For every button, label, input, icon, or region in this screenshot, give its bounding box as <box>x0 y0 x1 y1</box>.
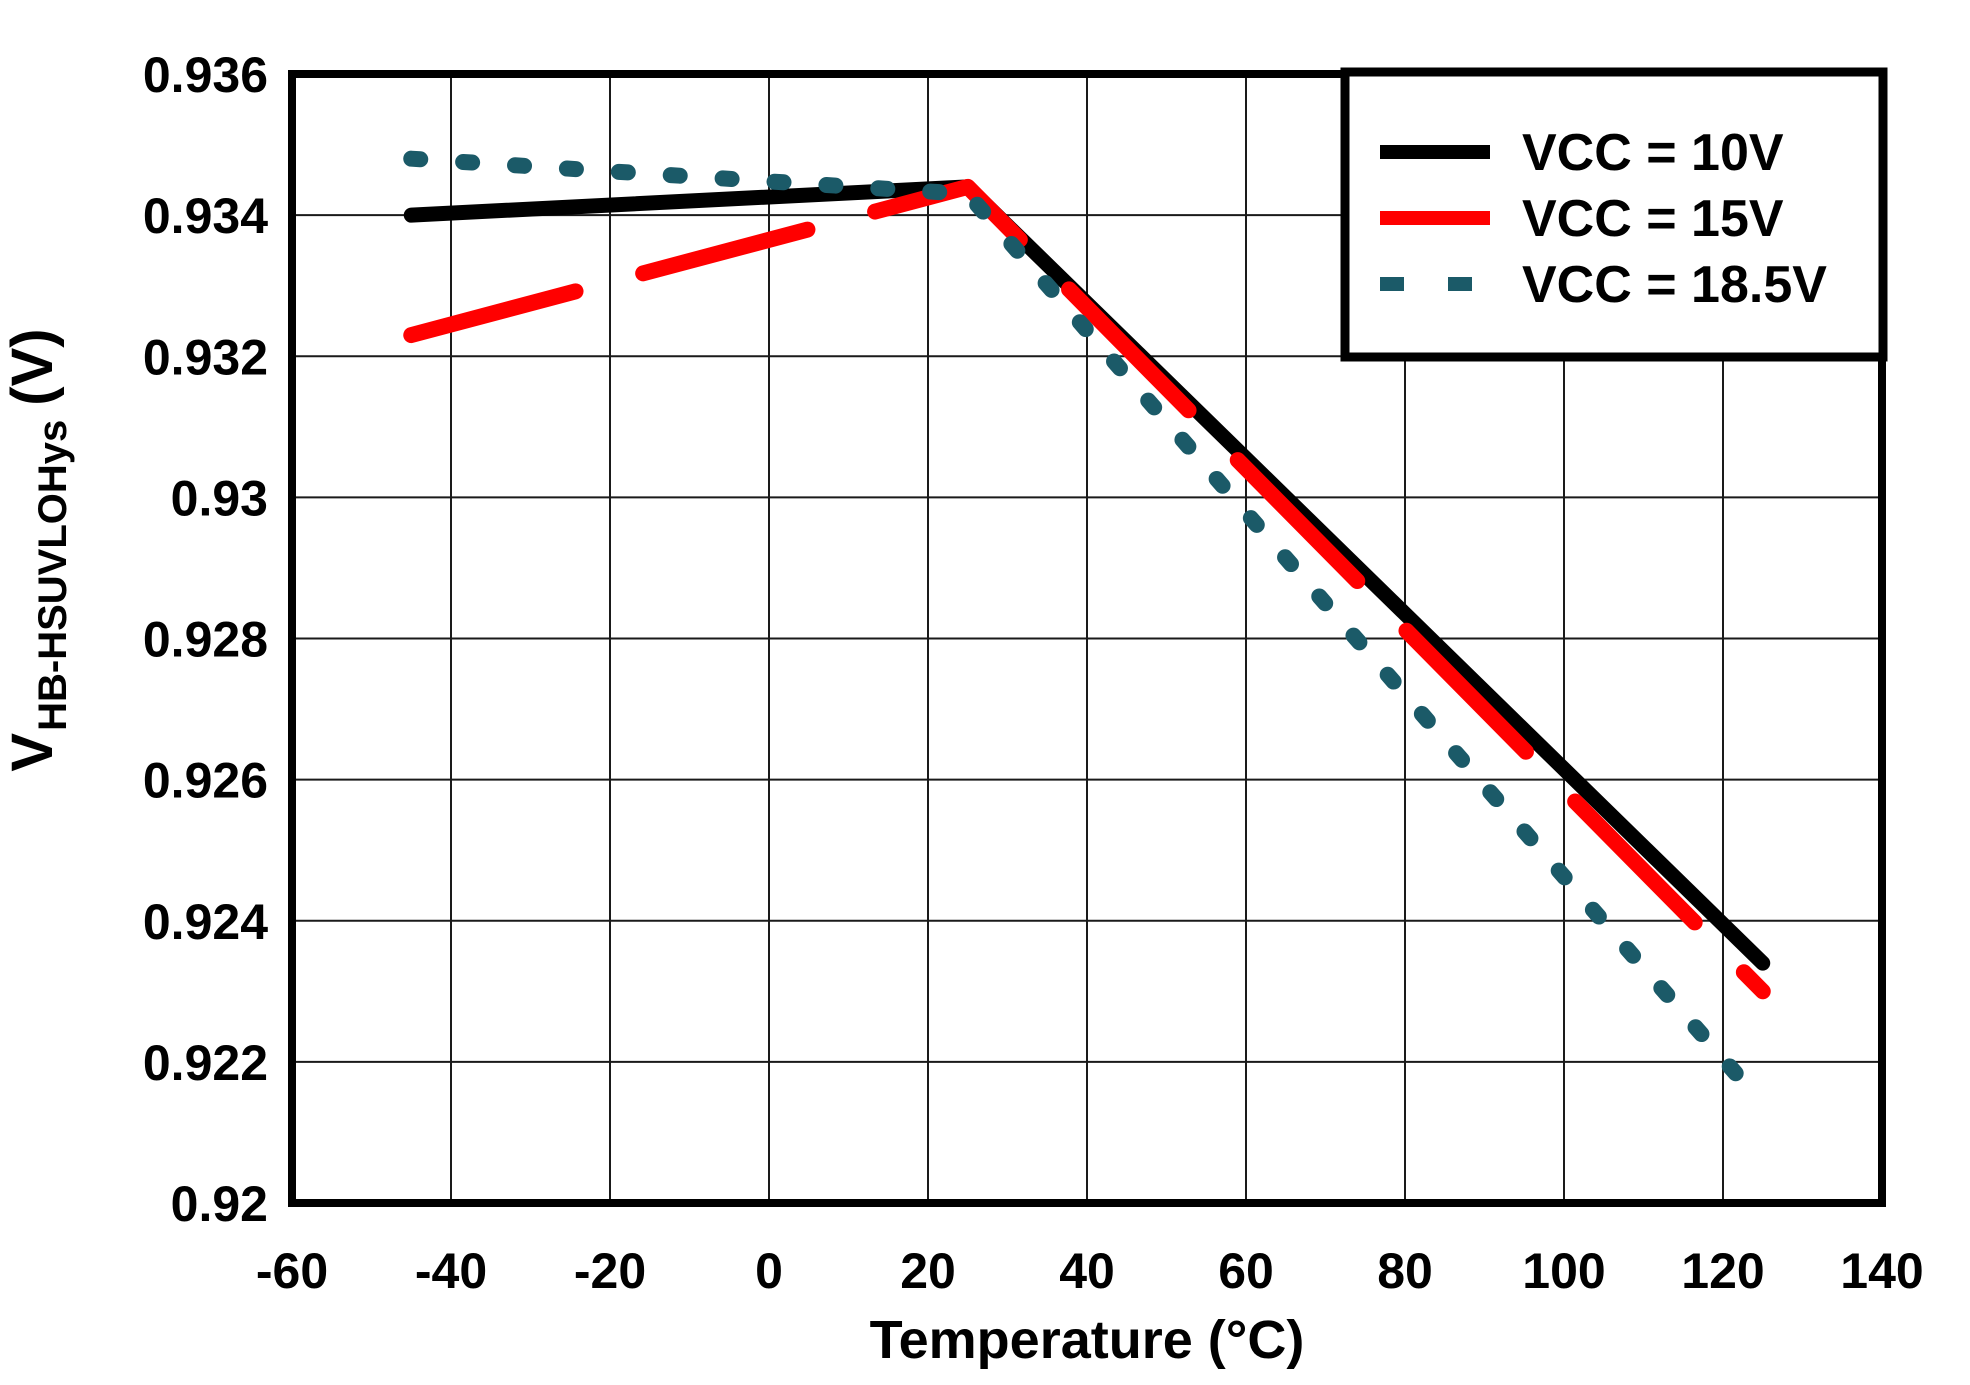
y-tick-label: 0.926 <box>143 753 268 809</box>
series-line-3 <box>403 150 1771 1113</box>
series-layer <box>403 150 1771 1113</box>
x-tick-label: -40 <box>415 1243 487 1299</box>
series-line-2 <box>403 178 1771 1000</box>
y-axis-tick-labels: 0.92 0.922 0.924 0.926 0.928 0.93 0.932 0.934 0.… <box>143 47 268 1232</box>
x-tick-label: -60 <box>256 1243 328 1299</box>
x-tick-label: 40 <box>1059 1243 1115 1299</box>
legend-label-vcc-18-5v: VCC = 18.5V <box>1522 256 1827 314</box>
svg-text:VHB-HSUVLOHys(V): VHB-HSUVLOHys (V) <box>0 328 75 771</box>
x-tick-label: 120 <box>1681 1243 1764 1299</box>
y-tick-label: 0.92 <box>171 1176 268 1232</box>
x-tick-label: 80 <box>1377 1243 1433 1299</box>
x-tick-label: 140 <box>1840 1243 1923 1299</box>
x-tick-label: -20 <box>574 1243 646 1299</box>
y-tick-label: 0.924 <box>143 894 268 950</box>
plot-frame <box>288 70 1886 1207</box>
y-axis-symbol: V <box>0 733 65 772</box>
legend: VCC = 10V VCC = 15V VCC = 18.5V <box>1340 67 1888 362</box>
y-axis-subscript: HB-HSUVLOHys <box>31 420 75 731</box>
y-tick-label: 0.922 <box>143 1035 268 1091</box>
y-tick-label: 0.932 <box>143 329 268 385</box>
y-tick-label: 0.93 <box>171 470 268 526</box>
legend-label-vcc-10v: VCC = 10V <box>1522 124 1784 182</box>
y-axis-unit: (V) <box>0 328 65 405</box>
y-axis-title: VHB-HSUVLOHys (V) <box>0 328 75 771</box>
x-axis-tick-labels: -60 -40 -20 0 20 40 60 80 100 120 140 <box>256 1243 1924 1299</box>
y-tick-label: 0.928 <box>143 612 268 668</box>
legend-label-vcc-15v: VCC = 15V <box>1522 190 1784 248</box>
x-axis-title: Temperature (°C) <box>870 1310 1305 1370</box>
x-tick-label: 20 <box>900 1243 956 1299</box>
y-tick-label: 0.936 <box>143 47 268 103</box>
y-tick-label: 0.934 <box>143 188 268 244</box>
x-tick-label: 100 <box>1522 1243 1605 1299</box>
x-tick-label: 60 <box>1218 1243 1274 1299</box>
x-tick-label: 0 <box>755 1243 783 1299</box>
